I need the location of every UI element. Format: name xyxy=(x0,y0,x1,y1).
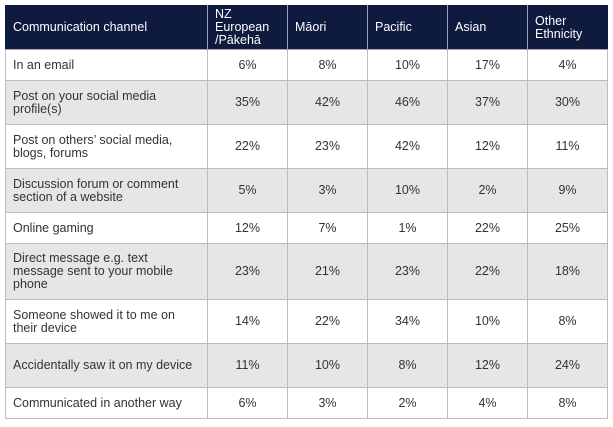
table-cell-value: 7% xyxy=(287,212,368,244)
table-cell-value: 12% xyxy=(207,212,288,244)
table-cell-value: 4% xyxy=(527,49,608,81)
table-row: Post on your social media profile(s) 35% 4… xyxy=(5,80,608,125)
table-body: In an email 6% 8% 10% 17% 4% Post on your soci… xyxy=(5,49,608,419)
table-cell-value: 24% xyxy=(527,343,608,388)
table-cell-value: 3% xyxy=(287,387,368,419)
table-cell-value: 8% xyxy=(287,49,368,81)
header-asian: Asian xyxy=(447,5,528,50)
table-cell-value: 1% xyxy=(367,212,448,244)
table-cell-value: 11% xyxy=(207,343,288,388)
table-cell-value: 3% xyxy=(287,168,368,213)
table-cell-value: 12% xyxy=(447,343,528,388)
table-cell-value: 25% xyxy=(527,212,608,244)
header-pacific: Pacific xyxy=(367,5,448,50)
table-cell-value: 2% xyxy=(367,387,448,419)
table-cell-value: 8% xyxy=(527,299,608,344)
row-label: Post on others’ social media, blogs, for… xyxy=(5,124,208,169)
table-cell-value: 30% xyxy=(527,80,608,125)
table-cell-value: 21% xyxy=(287,243,368,300)
table-cell-value: 42% xyxy=(367,124,448,169)
table-cell-value: 10% xyxy=(287,343,368,388)
row-label: Online gaming xyxy=(5,212,208,244)
table-cell-value: 5% xyxy=(207,168,288,213)
table-cell-value: 6% xyxy=(207,49,288,81)
table-cell-value: 22% xyxy=(207,124,288,169)
row-label: In an email xyxy=(5,49,208,81)
table-cell-value: 12% xyxy=(447,124,528,169)
row-label: Post on your social media profile(s) xyxy=(5,80,208,125)
table-row: In an email 6% 8% 10% 17% 4% xyxy=(5,49,608,81)
row-label: Communicated in another way xyxy=(5,387,208,419)
header-communication-channel: Communication channel xyxy=(5,5,208,50)
table-row: Accidentally saw it on my device 11% 10% 8%… xyxy=(5,343,608,388)
table-cell-value: 18% xyxy=(527,243,608,300)
table-row: Direct message e.g. text message sent to… xyxy=(5,243,608,300)
table-cell-value: 42% xyxy=(287,80,368,125)
table-row: Online gaming 12% 7% 1% 22% 25% xyxy=(5,212,608,244)
table-row: Discussion forum or comment section of a… xyxy=(5,168,608,213)
table-cell-value: 11% xyxy=(527,124,608,169)
table-row: Communicated in another way 6% 3% 2% 4% 8% xyxy=(5,387,608,419)
header-nz-european: NZ European /Pākehā xyxy=(207,5,288,50)
table-row: Someone showed it to me on their device 1… xyxy=(5,299,608,344)
row-label: Accidentally saw it on my device xyxy=(5,343,208,388)
table-cell-value: 22% xyxy=(287,299,368,344)
table-cell-value: 35% xyxy=(207,80,288,125)
table-cell-value: 17% xyxy=(447,49,528,81)
table-cell-value: 6% xyxy=(207,387,288,419)
table-cell-value: 4% xyxy=(447,387,528,419)
table-cell-value: 23% xyxy=(207,243,288,300)
table-header-row: Communication channel NZ European /Pākeh… xyxy=(5,5,608,50)
table-cell-value: 23% xyxy=(367,243,448,300)
table-cell-value: 9% xyxy=(527,168,608,213)
header-other-ethnicity: Other Ethnicity xyxy=(527,5,608,50)
table-cell-value: 14% xyxy=(207,299,288,344)
table-cell-value: 37% xyxy=(447,80,528,125)
table-cell-value: 22% xyxy=(447,212,528,244)
table-row: Post on others’ social media, blogs, for… xyxy=(5,124,608,169)
row-label: Discussion forum or comment section of a… xyxy=(5,168,208,213)
header-maori: Māori xyxy=(287,5,368,50)
table-cell-value: 23% xyxy=(287,124,368,169)
row-label: Someone showed it to me on their device xyxy=(5,299,208,344)
table-cell-value: 10% xyxy=(447,299,528,344)
table-cell-value: 46% xyxy=(367,80,448,125)
row-label: Direct message e.g. text message sent to… xyxy=(5,243,208,300)
table-cell-value: 8% xyxy=(367,343,448,388)
table-cell-value: 10% xyxy=(367,168,448,213)
table-cell-value: 2% xyxy=(447,168,528,213)
table-cell-value: 8% xyxy=(527,387,608,419)
table-cell-value: 10% xyxy=(367,49,448,81)
communication-channel-table: Communication channel NZ European /Pākeh… xyxy=(5,5,608,419)
table-cell-value: 34% xyxy=(367,299,448,344)
table-cell-value: 22% xyxy=(447,243,528,300)
